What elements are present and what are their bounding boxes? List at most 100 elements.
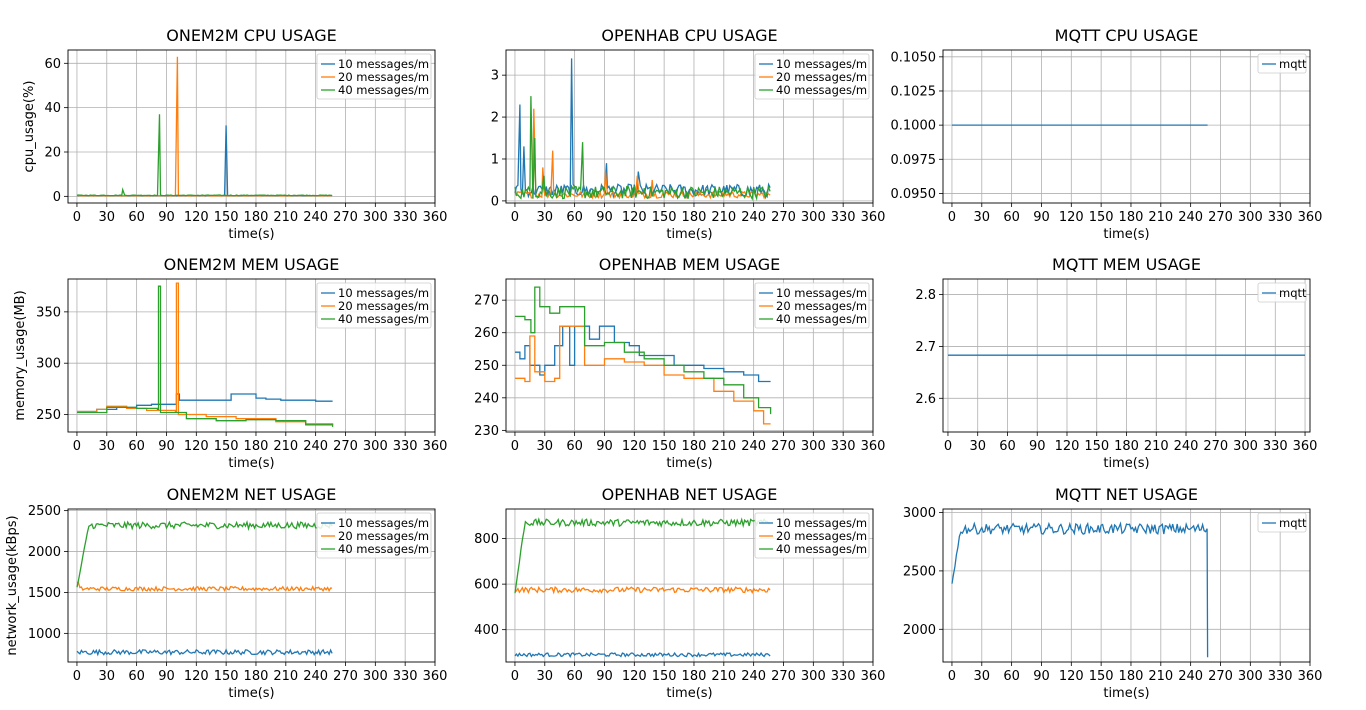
legend: 10 messages/m20 messages/m40 messages/m [754,53,870,100]
series-line-0 [514,58,771,200]
x-tick-label: 120 [184,439,209,454]
axes-frame [67,508,436,663]
x-tick-label: 120 [622,439,647,454]
y-tick-label: 3 [491,69,499,84]
legend-label: 10 messages/m [338,516,429,530]
y-tick-label: 250 [474,359,499,374]
y-tick-label: 300 [36,357,61,372]
x-tick-label: 60 [128,210,145,225]
axes-frame [942,278,1311,433]
x-tick-label: 360 [423,439,448,454]
x-tick-label: 180 [682,439,707,454]
x-tick-label: 210 [1148,669,1173,684]
chart-title: OPENHAB NET USAGE [602,485,778,504]
x-tick-label: 240 [1178,669,1203,684]
y-tick-label: 230 [474,424,499,439]
y-tick-label: 20 [44,146,61,161]
y-tick-label: 2000 [28,545,61,560]
x-tick-label: 360 [861,669,886,684]
series-line-0 [76,125,333,197]
x-tick-label: 60 [1003,669,1020,684]
x-tick-label: 360 [861,210,886,225]
y-tick-label: 2500 [903,564,936,579]
x-tick-label: 270 [333,669,358,684]
chart-panel-0: 0 30 60 90 120 150 180 210 240 270 300 330 360 0 20 40 6… [22,26,447,242]
x-tick-label: 270 [771,439,796,454]
x-tick-label: 210 [711,439,736,454]
x-tick-label: 30 [974,669,991,684]
chart-panel-5: 0 30 60 90 120 150 180 210 240 270 300 330 360 2.6 2.7… [915,255,1317,471]
legend-label: mqtt [1279,57,1307,71]
legend-label: 20 messages/m [776,299,867,313]
series-line-0 [514,651,771,658]
x-tick-label: 180 [244,439,269,454]
legend-label: 20 messages/m [776,529,867,543]
x-tick-label: 210 [273,669,298,684]
x-tick-label: 270 [333,210,358,225]
chart-title: OPENHAB MEM USAGE [599,255,781,274]
chart-title: OPENHAB CPU USAGE [601,26,777,45]
y-tick-label: 2500 [28,504,61,519]
chart-panel-8: 0 30 60 90 120 150 180 210 240 270 300 330 360 2000 25… [903,485,1323,701]
series-line-0 [951,521,1209,658]
axes-frame [505,278,874,433]
series-line-1 [515,325,771,425]
x-tick-label: 90 [1033,669,1050,684]
x-tick-label: 30 [537,439,554,454]
series-line-0 [77,393,333,413]
legend-label: 40 messages/m [338,542,429,556]
x-tick-label: 120 [1059,210,1084,225]
chart-panel-1: 0 30 60 90 120 150 180 210 240 270 300 330 360 0 1 2 3 OP… [491,26,886,242]
legend-label: 10 messages/m [338,286,429,300]
axes-frame [942,49,1311,204]
x-tick-label: 30 [99,669,116,684]
x-tick-label: 90 [596,439,613,454]
x-tick-label: 0 [73,669,81,684]
x-tick-label: 150 [652,439,677,454]
x-axis-label: time(s) [228,456,274,471]
x-tick-label: 360 [861,439,886,454]
y-tick-label: 600 [474,578,499,593]
x-tick-label: 120 [184,669,209,684]
series-line-2 [514,517,771,594]
chart-panel-4: 0 30 60 90 120 150 180 210 240 270 300 330 360 230 240… [474,255,885,471]
legend: 10 messages/m20 messages/m40 messages/m [754,282,870,329]
x-tick-label: 330 [831,439,856,454]
series-line-2 [77,285,334,427]
x-tick-label: 180 [1119,210,1144,225]
series-line-1 [514,585,771,595]
x-axis-label: time(s) [228,227,274,242]
x-tick-label: 330 [1263,439,1288,454]
x-tick-label: 330 [393,439,418,454]
series-line-1 [77,282,334,425]
x-tick-label: 90 [596,669,613,684]
x-tick-label: 210 [711,669,736,684]
x-tick-label: 150 [652,210,677,225]
y-tick-label: 0 [491,194,499,209]
axes-frame [942,508,1311,663]
x-tick-label: 300 [363,669,388,684]
legend-label: 10 messages/m [776,286,867,300]
y-tick-label: 240 [474,391,499,406]
x-tick-label: 0 [948,210,956,225]
x-tick-label: 30 [99,210,116,225]
x-tick-label: 210 [711,210,736,225]
chart-panel-2: 0 30 60 90 120 150 180 210 240 270 300 330 360 0.0950… [891,26,1323,242]
legend-label: 40 messages/m [338,312,429,326]
x-tick-label: 300 [363,210,388,225]
chart-panel-3: 0 30 60 90 120 150 180 210 240 270 300 330 360 250 300… [13,255,447,471]
series-line-0 [76,648,333,657]
y-tick-label: 0.1025 [891,84,937,99]
chart-title: ONEM2M NET USAGE [167,485,337,504]
x-tick-label: 90 [1029,439,1046,454]
x-tick-label: 360 [1293,439,1318,454]
x-tick-label: 240 [741,669,766,684]
x-tick-label: 90 [158,210,175,225]
x-tick-label: 330 [393,210,418,225]
y-axis-label: network_usage(kBps) [5,515,20,655]
x-tick-label: 210 [1144,439,1169,454]
legend-label: 20 messages/m [338,529,429,543]
x-tick-label: 330 [1268,210,1293,225]
x-tick-label: 120 [622,210,647,225]
